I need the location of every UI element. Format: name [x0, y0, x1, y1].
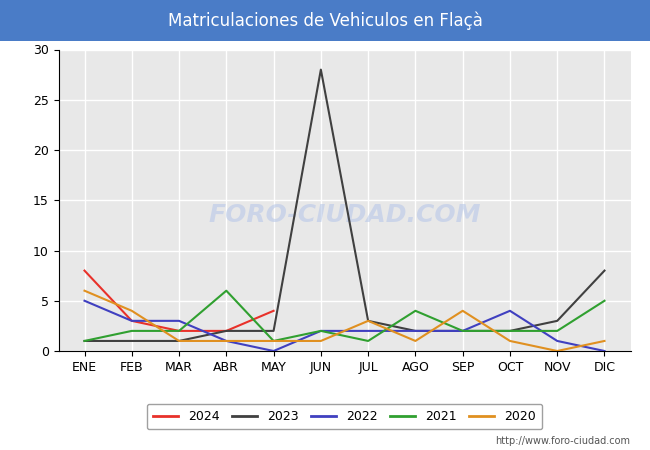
Text: http://www.foro-ciudad.com: http://www.foro-ciudad.com — [495, 436, 630, 446]
Text: Matriculaciones de Vehiculos en Flaçà: Matriculaciones de Vehiculos en Flaçà — [168, 11, 482, 30]
Legend: 2024, 2023, 2022, 2021, 2020: 2024, 2023, 2022, 2021, 2020 — [147, 404, 542, 429]
Text: FORO-CIUDAD.COM: FORO-CIUDAD.COM — [208, 203, 481, 227]
